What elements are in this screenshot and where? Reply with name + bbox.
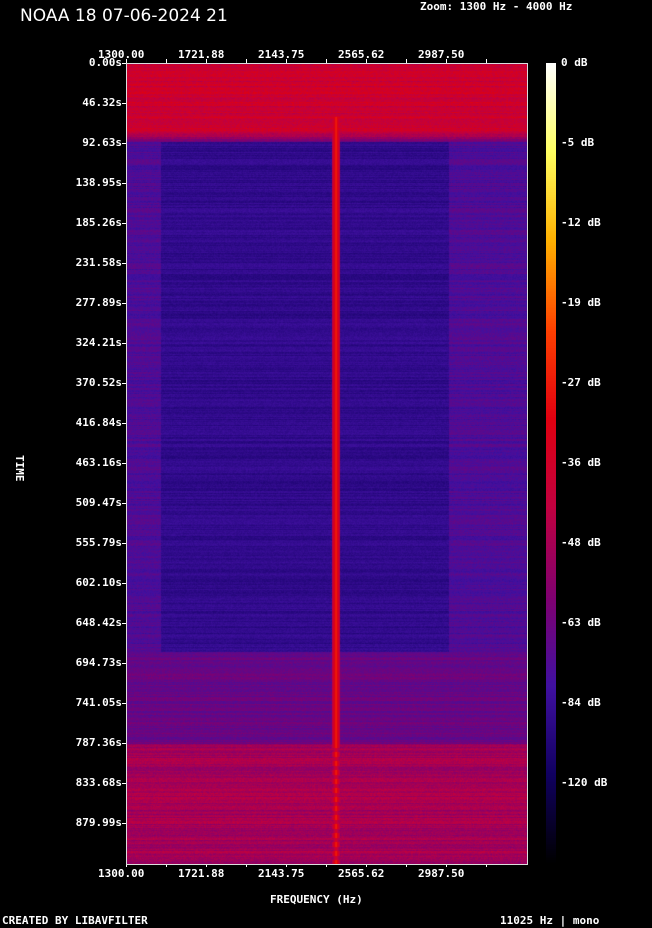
x-tick-label: 2987.50 (418, 48, 465, 61)
x-tick-top (406, 59, 407, 63)
colorbar-label: -120 dB (561, 776, 608, 789)
y-tick (122, 143, 126, 144)
y-tick (122, 743, 126, 744)
y-tick-label: 463.16s (75, 456, 122, 469)
colorbar-label: -36 dB (561, 456, 601, 469)
x-tick-bottom (446, 863, 447, 867)
x-tick-label: 1300.00 (98, 48, 145, 61)
x-tick-label: 2565.62 (338, 48, 385, 61)
y-tick (122, 343, 126, 344)
x-tick-label: 1300.00 (98, 867, 145, 880)
colorbar-label: -63 dB (561, 616, 601, 629)
x-tick-label: 1721.88 (178, 867, 225, 880)
y-tick-label: 509.47s (75, 496, 122, 509)
x-tick-label: 2143.75 (258, 867, 305, 880)
x-tick-bottom (366, 863, 367, 867)
y-tick-label: 879.99s (75, 816, 122, 829)
x-tick-bottom (286, 863, 287, 867)
footer-credit: CREATED BY LIBAVFILTER (2, 914, 148, 927)
y-tick-label: 787.36s (75, 736, 122, 749)
colorbar-label: -27 dB (561, 376, 601, 389)
y-tick (122, 303, 126, 304)
x-tick-bottom (486, 863, 487, 867)
y-tick-label: 138.95s (75, 176, 122, 189)
y-tick (122, 463, 126, 464)
x-tick-bottom (406, 863, 407, 867)
colorbar-label: -84 dB (561, 696, 601, 709)
y-tick (122, 623, 126, 624)
y-tick (122, 823, 126, 824)
y-tick-label: 46.32s (82, 96, 122, 109)
zoom-range-label: Zoom: 1300 Hz - 4000 Hz (420, 0, 573, 13)
colorbar-label: -12 dB (561, 216, 601, 229)
y-tick-label: 231.58s (75, 256, 122, 269)
y-tick-label: 694.73s (75, 656, 122, 669)
y-tick-label: 833.68s (75, 776, 122, 789)
x-tick-top (446, 59, 447, 63)
y-tick-label: 324.21s (75, 336, 122, 349)
x-tick-label: 1721.88 (178, 48, 225, 61)
y-tick (122, 63, 126, 64)
y-tick-label: 602.10s (75, 576, 122, 589)
x-tick-top (166, 59, 167, 63)
x-tick-top (126, 59, 127, 63)
y-tick (122, 263, 126, 264)
x-tick-top (206, 59, 207, 63)
y-tick-label: 277.89s (75, 296, 122, 309)
y-tick (122, 543, 126, 544)
x-axis-label: FREQUENCY (Hz) (270, 893, 363, 906)
y-tick-label: 416.84s (75, 416, 122, 429)
y-tick (122, 503, 126, 504)
chart-title: NOAA 18 07-06-2024 21 (20, 6, 228, 26)
footer-sample-rate: 11025 Hz | mono (500, 914, 600, 927)
y-axis-label: TIME (13, 455, 26, 482)
y-tick-label: 92.63s (82, 136, 122, 149)
x-tick-bottom (206, 863, 207, 867)
x-tick-label: 2143.75 (258, 48, 305, 61)
y-tick-label: 370.52s (75, 376, 122, 389)
spectrogram-plot (126, 63, 528, 865)
x-tick-top (486, 59, 487, 63)
y-tick-label: 741.05s (75, 696, 122, 709)
x-tick-top (326, 59, 327, 63)
y-tick (122, 703, 126, 704)
y-tick (122, 663, 126, 664)
y-tick (122, 783, 126, 784)
y-tick (122, 223, 126, 224)
y-tick-label: 0.00s (88, 56, 122, 69)
y-tick (122, 423, 126, 424)
y-tick (122, 583, 126, 584)
y-tick (122, 383, 126, 384)
colorbar-label: -48 dB (561, 536, 601, 549)
y-tick-label: 555.79s (75, 536, 122, 549)
x-tick-top (366, 59, 367, 63)
y-tick (122, 183, 126, 184)
x-tick-label: 2565.62 (338, 867, 385, 880)
x-tick-bottom (326, 863, 327, 867)
spectrogram-heatmap (127, 64, 527, 864)
colorbar (546, 63, 556, 863)
y-tick (122, 103, 126, 104)
x-tick-top (246, 59, 247, 63)
x-tick-bottom (246, 863, 247, 867)
x-tick-bottom (166, 863, 167, 867)
colorbar-label: -5 dB (561, 136, 595, 149)
x-tick-top (286, 59, 287, 63)
colorbar-label: 0 dB (561, 56, 588, 69)
x-tick-bottom (126, 863, 127, 867)
y-tick-label: 648.42s (75, 616, 122, 629)
colorbar-label: -19 dB (561, 296, 601, 309)
y-tick-label: 185.26s (75, 216, 122, 229)
x-tick-label: 2987.50 (418, 867, 465, 880)
